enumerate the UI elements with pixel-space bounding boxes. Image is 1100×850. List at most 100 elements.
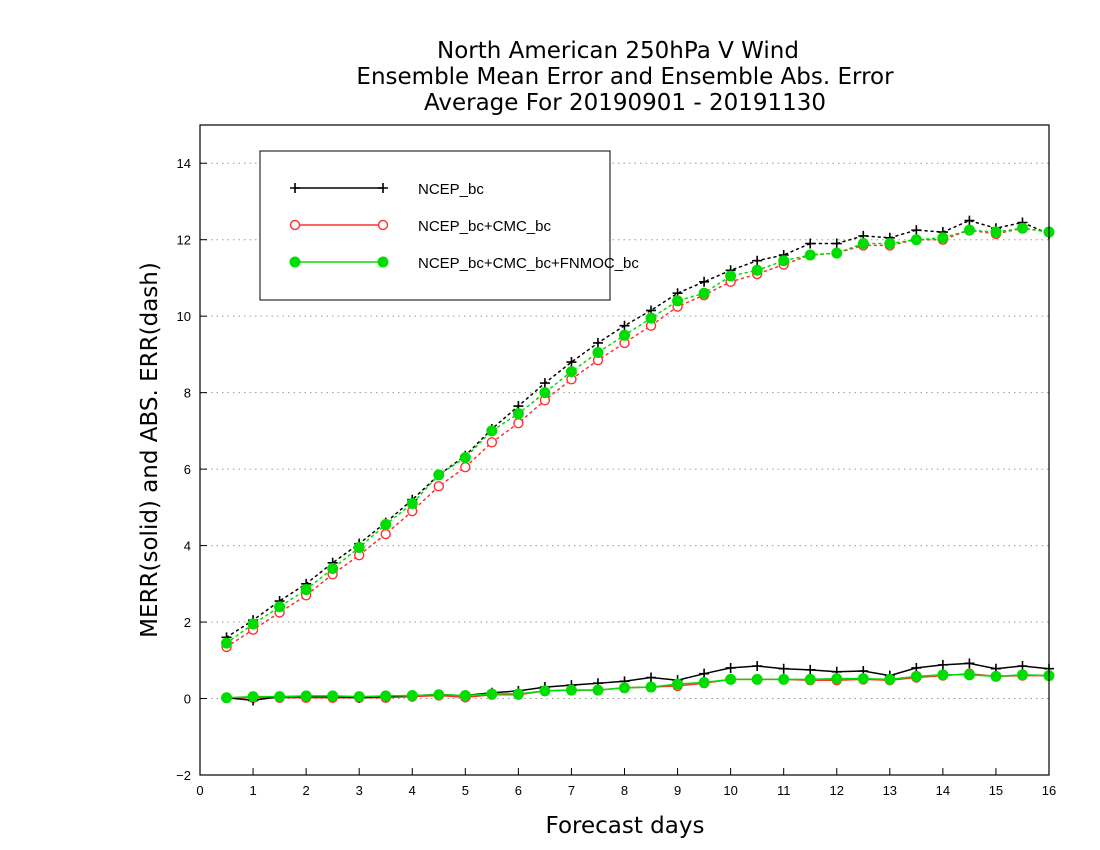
abs-err-point: [592, 347, 604, 358]
abs-err-point: [539, 378, 550, 389]
x-tick-label: 3: [356, 783, 363, 798]
abs-err-point: [963, 224, 975, 236]
plot-series: [221, 215, 1055, 706]
abs-err-point: [433, 469, 445, 481]
merr-point: [221, 692, 233, 704]
abs-err-point: [539, 387, 551, 399]
x-tick-label: 7: [568, 783, 575, 798]
legend: NCEP_bc NCEP_bc+CMC_bc NCEP_bc+CMC_bc+FN…: [259, 150, 639, 301]
abs-err-point: [884, 238, 896, 250]
abs-err-point: [274, 601, 286, 613]
merr-point: [725, 662, 736, 673]
abs-err-point: [910, 234, 922, 246]
abs-err-point: [380, 519, 392, 531]
merr-point: [646, 672, 657, 683]
merr-line-ncep-bc-cmc-bc-fnmoc-bc: [226, 674, 1050, 699]
y-tick-label: 10: [177, 309, 191, 324]
x-tick-label: 0: [196, 783, 203, 798]
abs-err-point: [513, 418, 524, 429]
merr-point: [857, 673, 869, 685]
merr-point: [910, 670, 922, 682]
abs-err-point: [433, 481, 444, 492]
merr-point: [804, 673, 816, 685]
legend-marker: [289, 219, 301, 231]
abs-err-point: [831, 238, 842, 249]
title-line-1: North American 250hPa V Wind: [437, 38, 799, 64]
abs-err-point: [725, 270, 737, 282]
x-tick-label: 8: [621, 783, 628, 798]
abs-err-point: [752, 255, 763, 266]
merr-point: [778, 663, 789, 674]
merr-line-ncep-bc-cmc-bc: [226, 672, 1049, 699]
abs-err-point: [459, 452, 471, 464]
merr-point: [539, 685, 551, 697]
merr-point: [619, 682, 630, 694]
legend-marker: [377, 256, 389, 268]
x-tick-label: 13: [883, 783, 897, 798]
merr-point: [752, 661, 763, 672]
x-tick-label: 14: [936, 783, 950, 798]
merr-point: [512, 688, 524, 700]
merr-point: [247, 691, 259, 703]
x-axis-label: Forecast days: [546, 813, 705, 839]
merr-point: [990, 670, 1002, 682]
abs-err-point: [805, 238, 816, 249]
legend-label-ncep-bc-cmc-bc-fnmoc-bc: NCEP_bc+CMC_bc+FNMOC_bc: [418, 255, 639, 272]
abs-err-point: [1016, 222, 1028, 234]
legend-label-ncep-bc-cmc-bc: NCEP_bc+CMC_bc: [418, 218, 551, 235]
x-tick-label: 1: [249, 783, 256, 798]
merr-point: [274, 691, 286, 703]
merr-point: [565, 684, 577, 696]
legend-marker: [378, 183, 388, 193]
abs-err-line-ncep-bc: [225, 219, 1050, 639]
merr-point: [353, 691, 365, 703]
merr-line-ncep-bc: [226, 662, 1050, 702]
merr-point: [1016, 669, 1028, 681]
y-axis-label: MERR(solid) and ABS. ERR(dash): [137, 262, 163, 638]
abs-err-point: [698, 287, 710, 299]
chart-title: North American 250hPa V Wind Ensemble Me…: [356, 38, 894, 116]
abs-err-point: [831, 247, 843, 259]
merr-point: [937, 669, 949, 681]
abs-err-point: [592, 337, 603, 348]
abs-err-point: [911, 225, 922, 236]
abs-err-point: [353, 542, 365, 553]
x-tick-label: 5: [462, 783, 469, 798]
x-tick-label: 6: [515, 783, 522, 798]
abs-err-point: [804, 249, 816, 261]
y-tick-label: 4: [184, 539, 191, 554]
y-tick-label: 12: [177, 233, 191, 248]
title-line-2: Ensemble Mean Error and Ensemble Abs. Er…: [356, 64, 894, 90]
merr-point: [486, 688, 498, 700]
merr-point: [963, 669, 975, 681]
abs-err-point: [566, 357, 577, 368]
abs-err-point: [512, 408, 524, 420]
merr-point: [406, 689, 418, 701]
plot-frame: [199, 124, 1050, 776]
merr-point: [805, 664, 816, 675]
abs-err-point: [751, 264, 763, 276]
abs-err-point: [778, 255, 790, 267]
x-tick-label: 9: [674, 783, 681, 798]
abs-err-point: [937, 232, 949, 244]
abs-err-point: [247, 618, 259, 630]
abs-err-point: [619, 329, 630, 341]
legend-entries: [289, 183, 389, 268]
abs-err-point: [460, 462, 471, 473]
abs-err-point: [221, 637, 233, 649]
abs-err-point: [672, 295, 684, 307]
abs-err-point: [406, 498, 418, 510]
legend-marker: [290, 183, 300, 193]
x-tick-label: 15: [989, 783, 1003, 798]
x-tick-label: 16: [1042, 783, 1056, 798]
merr-point: [778, 673, 790, 685]
merr-point: [937, 659, 948, 670]
x-tick-label: 12: [830, 783, 844, 798]
y-tick-label: 2: [184, 615, 191, 630]
y-tick-label: −2: [176, 768, 191, 783]
abs-err-point: [565, 366, 577, 378]
merr-point: [751, 673, 763, 685]
y-tick-label: 0: [184, 692, 191, 707]
abs-err-point: [964, 215, 975, 226]
